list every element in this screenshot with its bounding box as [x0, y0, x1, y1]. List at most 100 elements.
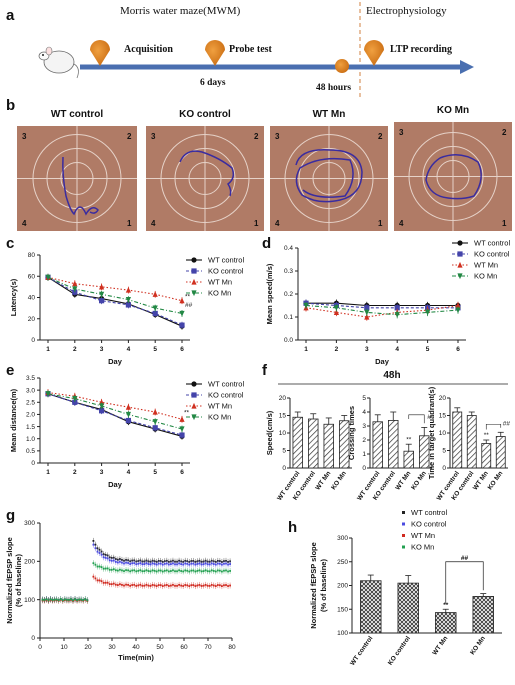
- x-tick-label: 6: [456, 346, 460, 353]
- data-point: [186, 584, 189, 587]
- data-point: [96, 550, 99, 553]
- bar: [323, 423, 334, 469]
- data-point: [80, 598, 83, 601]
- data-point: [84, 598, 87, 601]
- data-point: [212, 563, 215, 565]
- data-point: [125, 302, 131, 308]
- data-point: [190, 584, 193, 587]
- data-point: [206, 570, 209, 573]
- data-point: [96, 565, 99, 568]
- interval-6days: 6 days: [200, 78, 226, 88]
- data-point: [99, 283, 105, 290]
- data-point: [127, 584, 129, 586]
- y-tick-label: 200: [337, 583, 348, 590]
- data-point: [159, 569, 162, 572]
- data-point: [152, 291, 158, 297]
- x-tick-label: 1: [46, 469, 50, 476]
- data-point: [100, 580, 103, 583]
- x-axis-label: Time(min): [118, 653, 154, 662]
- data-point: [76, 599, 78, 601]
- data-point: [157, 584, 160, 586]
- category-label: WT Mn: [431, 635, 449, 656]
- data-point: [137, 569, 140, 572]
- data-point: [125, 561, 127, 564]
- data-point: [179, 432, 185, 438]
- data-point: [191, 278, 197, 285]
- data-point: [180, 570, 183, 572]
- data-point: [172, 569, 174, 572]
- data-point: [200, 563, 203, 566]
- category-label: WT control: [349, 635, 374, 667]
- data-point: [152, 305, 158, 312]
- data-point: [192, 569, 195, 572]
- data-point: [155, 563, 158, 566]
- data-point: [163, 569, 166, 572]
- y-axis-label: Mean distance(m): [9, 388, 18, 452]
- x-tick-label: 0: [38, 644, 42, 651]
- data-point: [121, 569, 123, 572]
- data-point: [218, 584, 221, 587]
- data-point: [108, 568, 111, 571]
- x-tick-label: 3: [100, 346, 104, 353]
- data-point: [45, 274, 51, 281]
- data-point: [194, 585, 197, 587]
- data-point: [172, 583, 174, 586]
- x-tick-label: 10: [60, 644, 68, 651]
- annotation: **: [184, 409, 190, 416]
- data-point: [149, 570, 152, 573]
- data-point: [198, 584, 201, 586]
- panel-letter-b: b: [6, 97, 15, 114]
- data-point: [191, 414, 197, 421]
- swim-path: [295, 149, 363, 203]
- bar: [360, 580, 382, 634]
- y-tick-label: 5: [442, 448, 446, 455]
- data-point: [152, 310, 158, 317]
- annotation: ##: [461, 555, 469, 562]
- panel-letter-f: f: [262, 362, 268, 379]
- y-tick-label: 150: [337, 606, 348, 613]
- quadrant-label: 3: [399, 128, 404, 137]
- category-label: WT Mn: [394, 470, 412, 491]
- swim-path: [179, 150, 235, 197]
- data-point: [167, 570, 170, 573]
- data-point: [225, 562, 227, 565]
- quadrant-label: 1: [502, 219, 507, 228]
- drop-icon-probe: [205, 40, 225, 66]
- data-point: [229, 570, 231, 572]
- data-point: [170, 584, 172, 587]
- data-point: [364, 309, 370, 316]
- data-point: [147, 584, 150, 587]
- interval-48h: 48 hours: [316, 83, 351, 93]
- data-point: [116, 561, 119, 564]
- data-point: [145, 569, 148, 572]
- y-tick-label: 20: [28, 316, 36, 323]
- data-point: [186, 569, 189, 572]
- data-point: [152, 408, 158, 415]
- annotation: **: [185, 294, 191, 301]
- y-tick-label: 300: [24, 520, 35, 527]
- data-point: [110, 559, 113, 562]
- bar: [495, 436, 506, 469]
- data-point: [176, 570, 178, 573]
- data-point: [182, 563, 185, 566]
- legend-swatch: [402, 534, 405, 537]
- data-point: [106, 567, 109, 570]
- data-point: [98, 579, 101, 582]
- data-point: [455, 307, 461, 314]
- data-point: [152, 419, 158, 425]
- data-point: [121, 583, 123, 586]
- data-point: [210, 584, 213, 586]
- data-point: [96, 579, 99, 582]
- data-point: [104, 557, 107, 559]
- data-point: [208, 563, 211, 566]
- data-point: [178, 569, 180, 572]
- x-tick-label: 5: [153, 469, 157, 476]
- legend-label: KO Mn: [411, 543, 434, 552]
- data-point: [223, 562, 225, 565]
- y-tick-label: 0.0: [284, 337, 293, 344]
- annotation: **: [443, 602, 449, 609]
- data-point: [141, 584, 144, 587]
- significance-bracket: [485, 423, 502, 430]
- data-point: [227, 563, 229, 566]
